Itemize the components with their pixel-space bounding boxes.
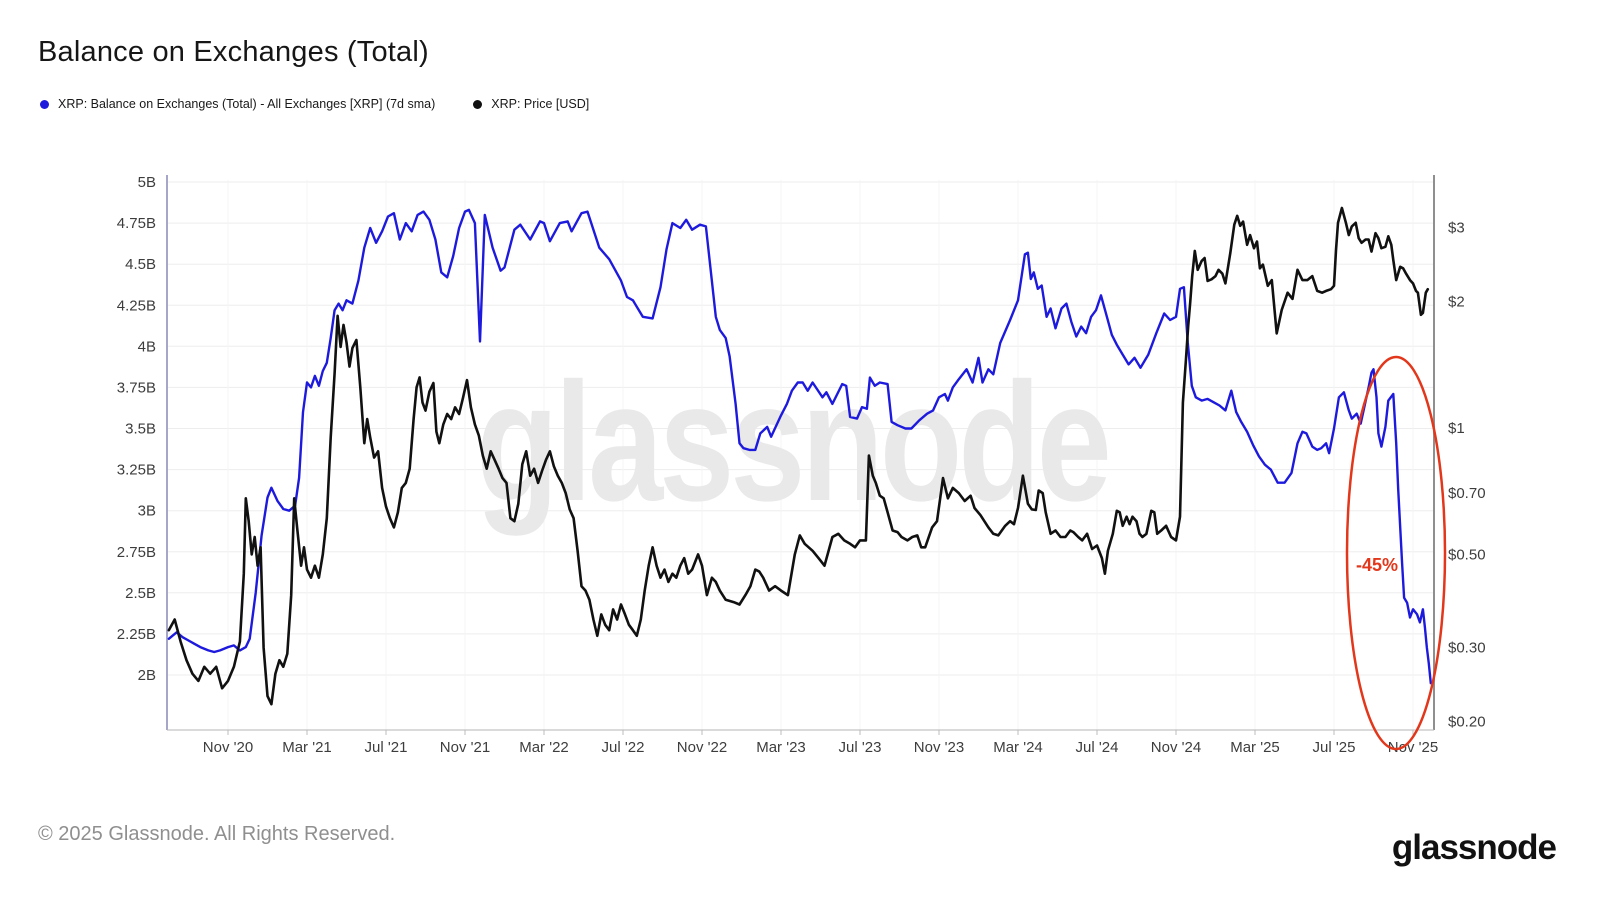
axis-tick-label: 3.75B xyxy=(117,379,156,396)
drop-highlight-ellipse xyxy=(1345,355,1447,751)
price-series-line xyxy=(167,206,1430,706)
legend-item-label: XRP: Balance on Exchanges (Total) - All … xyxy=(58,97,436,111)
axis-tick-label: $1 xyxy=(1448,420,1465,437)
axis-tick-label: 3.5B xyxy=(125,421,156,438)
footer-copyright: © 2025 Glassnode. All Rights Reserved. xyxy=(38,823,396,845)
axis-tick-label: 2.5B xyxy=(125,585,156,602)
axis-tick-label: Nov '22 xyxy=(677,739,727,756)
axis-tick-label: 4.75B xyxy=(117,215,156,232)
axis-tick-label: $0.20 xyxy=(1448,714,1486,731)
legend: XRP: Balance on Exchanges (Total) - All … xyxy=(40,97,589,111)
axis-tick-label: Jul '23 xyxy=(839,739,882,756)
axis-tick-label: 5B xyxy=(138,174,156,191)
axis-tick-label: $0.30 xyxy=(1448,640,1486,657)
axis-tick-label: 2B xyxy=(138,667,156,684)
axis-tick-label: Mar '23 xyxy=(756,739,806,756)
legend-item-price[interactable]: XRP: Price [USD] xyxy=(473,97,589,111)
axis-tick-label: 3B xyxy=(138,503,156,520)
axis-tick-label: 2.25B xyxy=(117,626,156,643)
axis-tick-label: Jul '21 xyxy=(365,739,408,756)
axis-tick-label: $0.50 xyxy=(1448,546,1486,563)
axis-tick-label: $3 xyxy=(1448,220,1465,237)
axis-tick-label: $2 xyxy=(1448,294,1465,311)
page-title: Balance on Exchanges (Total) xyxy=(38,36,429,68)
axis-tick-label: Jul '22 xyxy=(602,739,645,756)
axis-tick-label: Nov '24 xyxy=(1151,739,1201,756)
axis-tick-label: Mar '24 xyxy=(993,739,1043,756)
axis-tick-label: Jul '25 xyxy=(1313,739,1356,756)
axis-tick-label: Nov '21 xyxy=(440,739,490,756)
axis-tick-label: Nov '25 xyxy=(1388,739,1438,756)
axis-tick-label: 3.25B xyxy=(117,462,156,479)
axis-tick-label: 2.75B xyxy=(117,544,156,561)
axis-tick-label: Mar '21 xyxy=(282,739,332,756)
balance-series-line xyxy=(167,208,1433,685)
axis-tick-label: Nov '23 xyxy=(914,739,964,756)
axis-tick-label: Mar '22 xyxy=(519,739,569,756)
axis-tick-label: $0.70 xyxy=(1448,485,1486,502)
legend-item-label: XRP: Price [USD] xyxy=(491,97,590,111)
glassnode-watermark: glassnode xyxy=(476,349,1108,537)
price-series-dot-icon xyxy=(473,99,483,109)
legend-item-balance[interactable]: XRP: Balance on Exchanges (Total) - All … xyxy=(40,97,435,111)
axis-tick-label: Jul '24 xyxy=(1076,739,1119,756)
axis-tick-label: 4B xyxy=(138,338,156,355)
axis-tick-label: Nov '20 xyxy=(203,739,253,756)
axis-tick-label: 4.25B xyxy=(117,297,156,314)
balance-series-dot-icon xyxy=(40,99,49,109)
axis-tick-label: 4.5B xyxy=(125,256,156,273)
drop-percentage-label: -45% xyxy=(1356,555,1398,575)
axis-tick-label: Mar '25 xyxy=(1230,739,1280,756)
glassnode-logo[interactable]: glassnode xyxy=(1391,828,1557,867)
